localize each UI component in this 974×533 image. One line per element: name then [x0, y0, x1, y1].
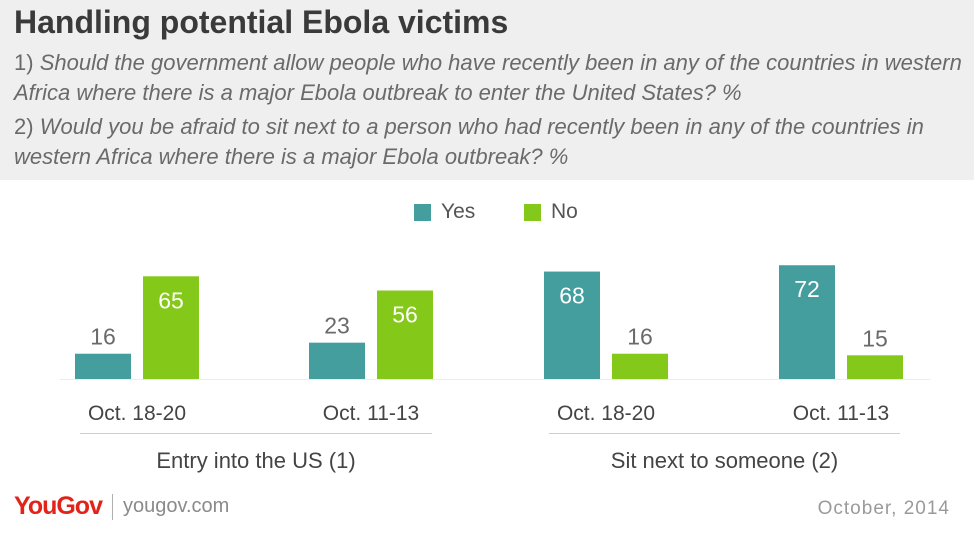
legend-item-no: No — [524, 200, 578, 224]
footer-site: yougov.com — [122, 495, 230, 517]
legend-swatch-no — [524, 203, 541, 221]
question-1-text: Should the government allow people who h… — [14, 50, 962, 105]
legend: Yes No — [0, 200, 974, 226]
data-label-1-2-no: 56 — [392, 302, 418, 328]
bar-2-2-no — [847, 355, 903, 379]
data-label-2-1-yes: 68 — [559, 283, 585, 309]
footer-separator — [111, 493, 113, 520]
header-panel: Handling potential Ebola victims 1) Shou… — [0, 0, 974, 180]
yougov-logo: YouGov — [14, 492, 103, 520]
bar-1-2-no — [377, 290, 433, 379]
data-label-1-2-yes: 23 — [324, 313, 350, 339]
data-label-1-1-no: 65 — [158, 287, 184, 313]
footer-brand: YouGov yougov.com — [14, 492, 229, 521]
question-1-number: 1) — [14, 50, 34, 75]
bar-1-1-no — [143, 276, 199, 379]
bar-1-1-yes — [75, 353, 131, 379]
bar-2-1-no — [612, 353, 668, 379]
data-label-1-1-yes: 16 — [90, 324, 116, 350]
group-label-1: Entry into the US (1) — [156, 448, 355, 473]
category-label-1-2: Oct. 11-13 — [323, 402, 420, 425]
legend-swatch-yes — [414, 203, 431, 221]
question-1: 1) Should the government allow people wh… — [14, 48, 964, 108]
category-label-2-1: Oct. 18-20 — [557, 402, 655, 425]
legend-label-no: No — [551, 200, 578, 223]
bar-2-2-yes — [779, 265, 835, 379]
category-label-1-1: Oct. 18-20 — [88, 402, 186, 425]
question-2: 2) Would you be afraid to sit next to a … — [14, 112, 964, 172]
legend-item-yes: Yes — [414, 200, 475, 224]
group-label-2: Sit next to someone (2) — [611, 448, 838, 473]
data-label-2-1-no: 16 — [627, 324, 653, 350]
question-2-text: Would you be afraid to sit next to a per… — [14, 114, 924, 169]
data-label-2-2-no: 15 — [862, 325, 888, 351]
footer-date: October, 2014 — [817, 498, 950, 519]
legend-label-yes: Yes — [441, 200, 476, 223]
bar-1-2-yes — [309, 342, 365, 379]
data-label-2-2-yes: 72 — [794, 276, 820, 302]
question-2-number: 2) — [14, 114, 34, 139]
chart-title: Handling potential Ebola victims — [14, 4, 509, 40]
bar-2-1-yes — [544, 271, 600, 379]
category-label-2-2: Oct. 11-13 — [793, 402, 890, 425]
